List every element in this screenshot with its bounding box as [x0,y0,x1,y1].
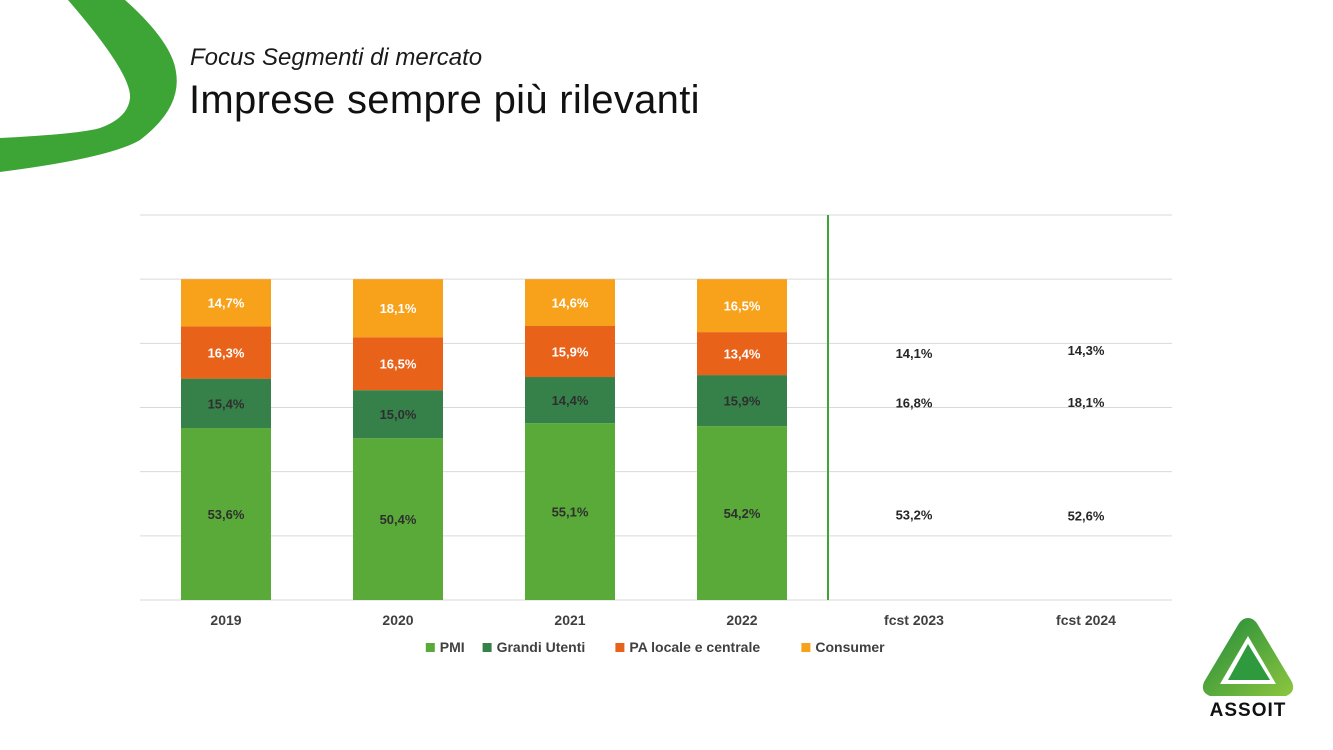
data-label: 14,4% [552,393,589,408]
corner-swoosh-decoration [0,0,177,172]
bar-segment [353,438,443,600]
data-label: 50,4% [380,512,417,527]
legend-label: PMI [440,639,465,655]
slide-title: Imprese sempre più rilevanti [189,78,700,122]
bar-segment [525,326,615,378]
data-label: 53,2% [896,508,933,523]
bar-segment [353,279,443,338]
data-label: 52,6% [1068,509,1105,524]
data-label: 16,5% [724,299,761,314]
x-tick-label: 2021 [554,612,585,628]
data-label: 16,8% [896,395,933,410]
data-label: 15,9% [724,394,761,409]
data-label: 14,1% [896,346,933,361]
x-tick-label: fcst 2023 [884,612,944,628]
bar-segment [181,378,271,429]
legend-label: PA locale e centrale [629,639,760,655]
bar-segment [181,428,271,600]
data-label: 15,4% [208,396,245,411]
data-label: 54,2% [724,506,761,521]
legend-label: Consumer [815,639,885,655]
bar-segment [525,423,615,600]
bar-segment [697,332,787,376]
data-label: 14,7% [208,296,245,311]
data-label: 15,0% [380,407,417,422]
data-label: 16,3% [208,345,245,360]
legend-swatch [425,643,435,652]
bar-segment [525,279,615,327]
data-label: 14,6% [552,296,589,311]
legend-swatch [801,643,811,652]
data-label: 15,9% [552,345,589,360]
data-label: 53,6% [208,507,245,522]
data-label: 13,4% [724,347,761,362]
assoit-logo-icon [1202,618,1294,696]
data-label: 16,5% [380,357,417,372]
bar-segment [353,390,443,439]
x-tick-label: 2019 [210,612,241,628]
bar-segment [525,377,615,424]
x-tick-label: fcst 2024 [1056,612,1116,628]
bar-segment [181,279,271,327]
data-label: 18,1% [380,301,417,316]
x-tick-label: 2020 [382,612,413,628]
x-tick-label: 2022 [726,612,757,628]
bar-segment [353,337,443,391]
slide-subtitle: Focus Segmenti di mercato [190,44,483,71]
bar-segment [697,375,787,427]
legend-swatch [615,643,625,652]
data-label: 55,1% [552,505,589,520]
bar-segment [697,279,787,333]
data-label: 18,1% [1068,395,1105,410]
bar-segment [697,426,787,600]
logo-wordmark: ASSOIT [1209,700,1287,721]
legend-label: Grandi Utenti [497,639,586,655]
legend-swatch [482,643,492,652]
bar-segment [181,326,271,379]
data-label: 14,3% [1068,343,1105,358]
